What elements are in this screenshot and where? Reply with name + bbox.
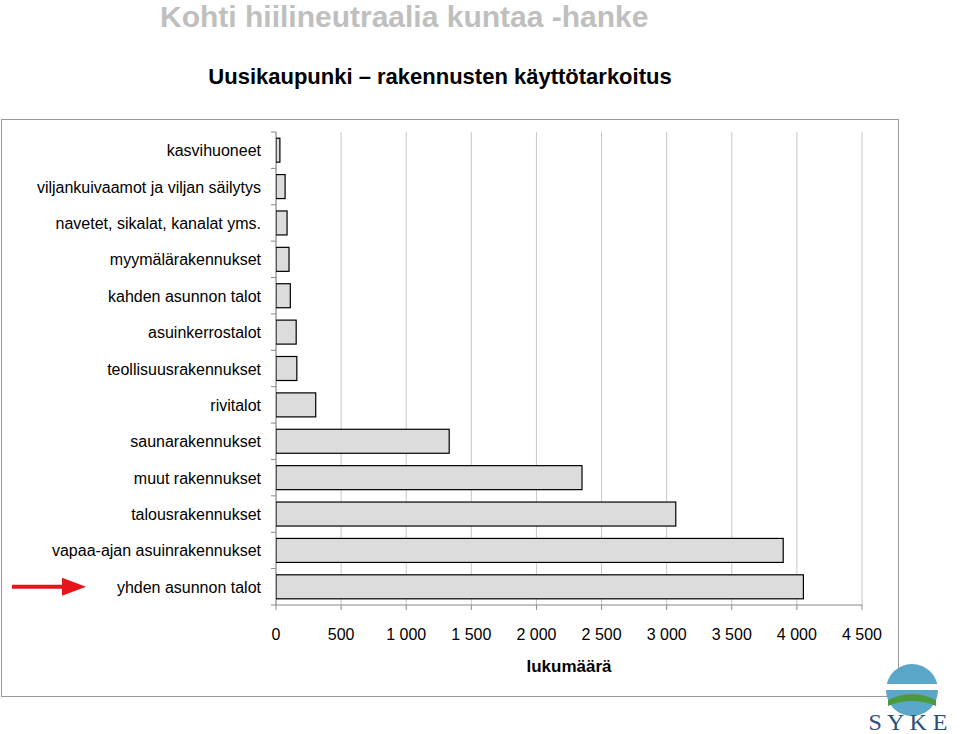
arrow [12, 585, 66, 589]
x-axis-line [276, 605, 862, 606]
arrow-head [62, 578, 86, 596]
logo: S Y K E [869, 664, 948, 734]
x-axis-label: lukumäärä [526, 657, 612, 676]
x-axis: 0 500 1 000 1 500 2 000 2 500 3 000 3 500 4 000 4… [272, 132, 883, 643]
bar [276, 175, 285, 199]
tick-label: 4 000 [777, 626, 817, 643]
title: Kohti hiilineutraalia kuntaa -hanke [160, 0, 648, 33]
tick-label: 1 000 [386, 626, 426, 643]
bar [276, 502, 676, 526]
category-label: saunarakennukset [130, 433, 261, 450]
category-label: kahden asunnon talot [108, 288, 262, 305]
bar [276, 466, 582, 490]
tick-label: 4 500 [842, 626, 882, 643]
tick [471, 605, 472, 610]
tick [796, 605, 797, 610]
tick-label: 2 000 [516, 626, 556, 643]
grid-line [471, 132, 472, 605]
category-tick [271, 277, 276, 278]
bar [276, 538, 783, 562]
tick [601, 605, 602, 610]
bar [276, 284, 290, 308]
category-label: navetet, sikalat, kanalat yms. [56, 215, 261, 232]
grid-line [666, 132, 667, 605]
tick [862, 605, 863, 610]
category-labels: kasvihuoneet viljankuivaamot ja viljan sä… [37, 142, 262, 596]
logo-wave [888, 694, 936, 706]
category-tick [271, 204, 276, 205]
grid-line [341, 132, 342, 605]
tick [406, 605, 407, 610]
category-label: teollisuusrakennukset [107, 361, 261, 378]
category-label: muut rakennukset [134, 470, 262, 487]
category-label: asuinkerrostalot [148, 324, 262, 341]
category-label: rivitalot [210, 397, 261, 414]
grid-line [536, 132, 537, 605]
tick [731, 605, 732, 610]
bar [276, 138, 280, 162]
category-tick [271, 605, 276, 606]
tick-label: 3 000 [647, 626, 687, 643]
bar [276, 247, 289, 271]
bars [276, 138, 803, 599]
category-tick [271, 495, 276, 496]
category-tick [271, 168, 276, 169]
category-label: viljankuivaamot ja viljan säilytys [37, 179, 261, 196]
bar [276, 211, 287, 235]
tick [276, 605, 277, 610]
tick-label: 0 [272, 626, 281, 643]
category-label: vapaa-ajan asuinrakennukset [52, 542, 262, 559]
bar [276, 429, 449, 453]
grid-line [731, 132, 732, 605]
subtitle: Uusikaupunki – rakennusten käyttötarkoit… [208, 64, 671, 89]
tick [341, 605, 342, 610]
bar [276, 357, 297, 381]
category-tick [271, 241, 276, 242]
category-label: myymälärakennukset [110, 251, 262, 268]
grid-line [862, 132, 863, 605]
grid-line [796, 132, 797, 605]
category-label: kasvihuoneet [167, 142, 262, 159]
bar [276, 393, 316, 417]
chart: Kohti hiilineutraalia kuntaa -hanke Uusik… [0, 0, 960, 734]
grid-line [406, 132, 407, 605]
category-tick [271, 132, 276, 133]
tick-label: 2 500 [582, 626, 622, 643]
category-tick [271, 532, 276, 533]
tick [666, 605, 667, 610]
tick-label: 1 500 [451, 626, 491, 643]
logo-band [884, 684, 940, 690]
tick [536, 605, 537, 610]
category-tick [271, 423, 276, 424]
tick-label: 3 500 [712, 626, 752, 643]
bar [276, 320, 296, 344]
bar [276, 575, 803, 599]
category-tick [271, 313, 276, 314]
chart-frame [2, 120, 899, 697]
category-tick [271, 350, 276, 351]
category-tick [271, 386, 276, 387]
category-tick [271, 459, 276, 460]
category-label: yhden asunnon talot [117, 579, 262, 596]
grid-line [601, 132, 602, 605]
tick-label: 500 [328, 626, 355, 643]
category-tick [271, 568, 276, 569]
logo-text: S Y K E [869, 709, 948, 734]
category-label: talousrakennukset [131, 506, 261, 523]
